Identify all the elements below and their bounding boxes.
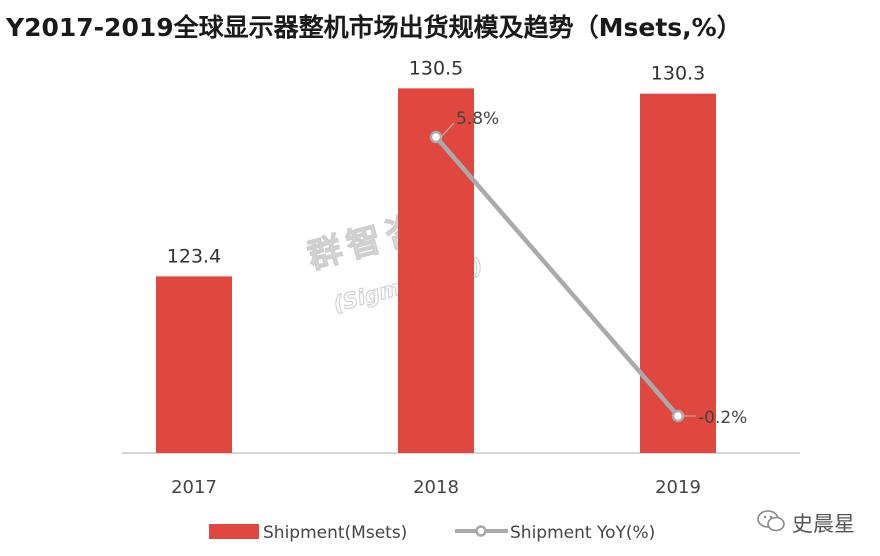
x-tick-2018: 2018 — [413, 477, 459, 498]
bar-2017 — [156, 276, 232, 453]
bar-2018 — [398, 88, 474, 454]
yoy-point-2019 — [671, 409, 685, 423]
yoy-label-2019: -0.2% — [698, 408, 747, 428]
bar-value-label-2018: 130.5 — [409, 57, 463, 79]
legend-line-label: Shipment YoY(%) — [510, 523, 655, 543]
yoy-point-2018 — [429, 130, 443, 144]
legend: Shipment(Msets) Shipment YoY(%) — [209, 523, 655, 543]
line-series: 5.8% -0.2% — [429, 109, 747, 428]
bar-value-label-2019: 130.3 — [651, 63, 705, 85]
x-tick-2017: 2017 — [171, 477, 217, 498]
brand-name: 史晨星 — [792, 512, 855, 536]
wechat-icon — [757, 510, 785, 532]
bar-value-label-2017: 123.4 — [167, 245, 221, 267]
x-axis-ticks: 2017 2018 2019 — [171, 477, 701, 498]
legend-bar-label: Shipment(Msets) — [263, 523, 407, 543]
yoy-line — [434, 135, 680, 418]
yoy-label-2018: 5.8% — [456, 109, 499, 129]
yoy-leader-2018 — [440, 122, 455, 138]
legend-line-marker — [475, 525, 487, 537]
bar-series: 123.4 130.5 130.3 — [156, 57, 716, 454]
chart-title: Y2017-2019全球显示器整机市场出货规模及趋势（Msets,%） — [6, 13, 742, 42]
bar-2019 — [640, 93, 716, 454]
x-tick-2019: 2019 — [655, 477, 701, 498]
brand-mark: 史晨星 — [756, 506, 876, 536]
legend-bar-swatch — [209, 524, 259, 539]
